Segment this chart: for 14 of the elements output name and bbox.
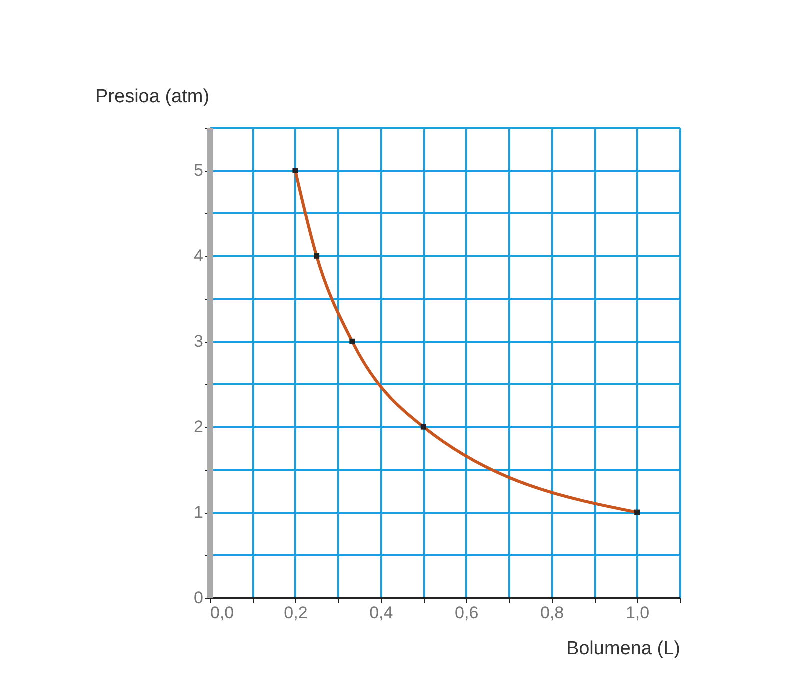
x-tick-label: 0,6 xyxy=(455,604,479,622)
x-axis-title: Bolumena (L) xyxy=(566,638,680,660)
y-tick-label: 3 xyxy=(194,332,204,352)
x-tick-label: 0,2 xyxy=(284,604,308,622)
y-axis-title: Presioa (atm) xyxy=(96,86,210,108)
x-tick-label: 0,4 xyxy=(370,604,394,622)
y-tick-label: 0 xyxy=(194,588,204,608)
y-tick-label: 4 xyxy=(194,246,204,266)
y-tick-label: 2 xyxy=(194,418,204,437)
x-tick-label: 0,0 xyxy=(210,604,234,622)
x-tick-label: 1,0 xyxy=(626,604,650,622)
x-tick-label: 0,8 xyxy=(540,604,564,622)
y-tick-label: 1 xyxy=(194,503,204,522)
y-tick-label: 5 xyxy=(194,161,204,180)
